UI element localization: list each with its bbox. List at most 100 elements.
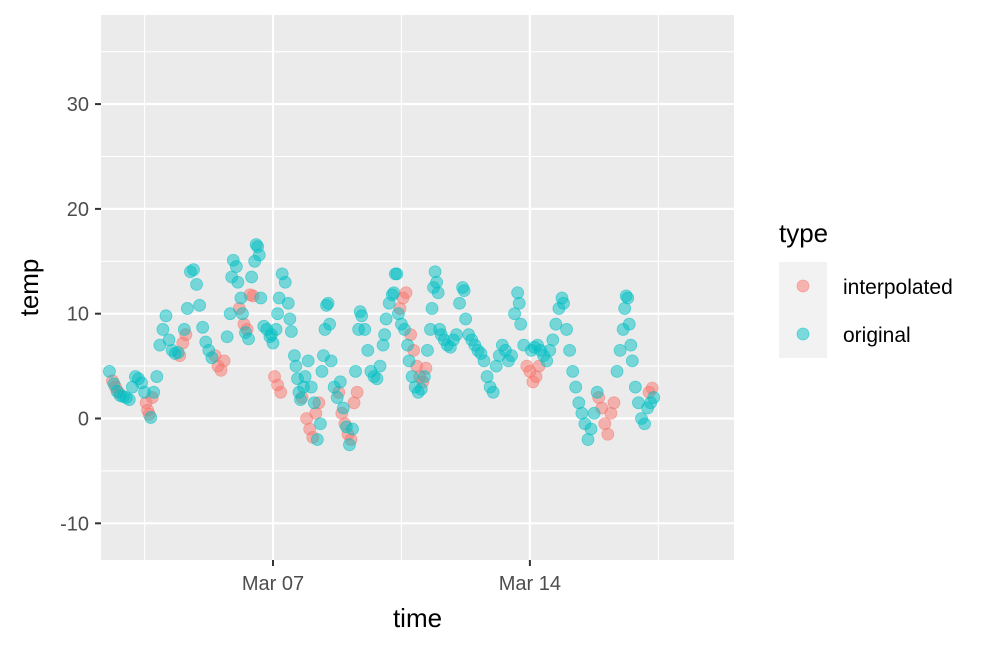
point-interpolated [601,427,615,441]
legend: type interpolated original [779,218,953,358]
point-original [379,312,393,326]
point-original [514,317,528,331]
point-original [486,385,500,399]
point-original [560,323,573,336]
point-original [252,248,266,262]
point-original [301,354,315,368]
point-original [196,320,210,334]
point-original [546,333,560,347]
point-original [144,411,158,424]
point-original [283,312,297,326]
point-original [343,438,356,452]
plot-panel [101,15,734,560]
point-original [324,354,338,368]
point-original [453,296,466,310]
point-original [361,343,375,357]
point-original [401,338,414,352]
point-original [234,291,248,305]
point-original [624,338,638,352]
point-original [321,296,335,310]
point-original [431,286,445,300]
point-original [147,385,161,399]
point-original [622,317,636,331]
point-original [566,364,580,378]
point-interpolated [350,385,364,399]
point-original [314,417,327,431]
point-original [190,277,203,291]
point-original [355,309,369,323]
point-original [187,263,200,277]
point-original [220,330,234,344]
point-original [457,284,471,298]
legend-items: interpolated original [796,276,953,347]
point-original [269,323,283,336]
point-original [378,328,392,342]
point-original [414,382,428,396]
point-original [236,307,249,321]
point-original [281,296,295,310]
point-original [610,364,624,378]
point-original [242,332,255,346]
point-original [511,286,525,300]
point-original [323,317,336,331]
point-original [205,351,219,365]
point-original [271,307,284,321]
point-interpolated [217,354,231,368]
y-tick-label: 20 [67,199,89,221]
point-original [245,270,259,284]
point-original [376,338,390,352]
point-original [398,323,411,336]
point-original [284,325,298,338]
point-original [294,393,307,407]
data-points [103,238,661,452]
point-original [557,296,570,310]
point-original [289,359,303,373]
point-original [349,364,362,378]
point-original [459,312,473,326]
point-original [625,354,639,368]
point-original [402,354,416,368]
point-original [288,349,301,363]
point-original [587,406,601,420]
point-original [156,323,170,336]
point-original [358,323,372,336]
point-original [508,307,521,321]
point-original [613,343,627,357]
legend-label-interpolated: interpolated [843,276,953,299]
major-gridlines [101,15,734,560]
point-original [628,380,642,394]
point-original [390,267,404,281]
legend-title: type [779,218,828,248]
point-original [150,370,164,383]
point-original [278,275,292,289]
point-original [387,286,401,300]
point-original [310,433,324,446]
point-original [417,370,431,383]
point-original [304,380,318,394]
point-original [298,370,312,383]
point-original [177,323,191,336]
point-interpolated [399,286,413,300]
y-tick-label: -10 [60,513,89,535]
point-original [103,364,116,378]
point-original [428,265,442,279]
point-interpolated [274,385,288,399]
point-original [373,359,387,373]
point-original [229,260,243,273]
point-original [333,375,347,389]
point-original [425,302,439,315]
point-original [512,296,526,310]
point-original [450,328,463,342]
legend-key-interpolated [796,279,810,293]
point-original [346,422,359,436]
y-axis: -10 0 10 20 30 [60,94,101,535]
y-tick-label: 30 [67,94,89,116]
legend-label-original: original [843,324,911,347]
point-original [254,291,268,305]
point-original [180,302,194,315]
point-original [647,391,661,404]
x-tick-label: Mar 14 [499,573,561,595]
point-original [122,393,136,407]
